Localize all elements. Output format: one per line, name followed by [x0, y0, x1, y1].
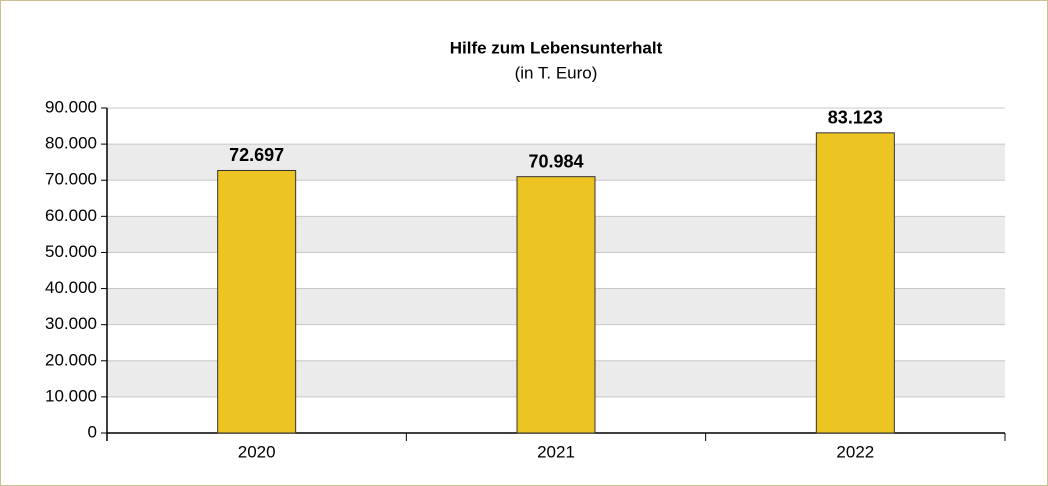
chart-title: Hilfe zum Lebensunterhalt — [450, 38, 663, 57]
y-tick-label: 60.000 — [45, 206, 97, 225]
y-tick-label: 90.000 — [45, 97, 97, 116]
bar — [516, 176, 596, 434]
y-tick-label: 10.000 — [45, 386, 97, 405]
y-tick-label: 30.000 — [45, 314, 97, 333]
x-tick-label: 2020 — [238, 442, 276, 461]
value-label: 83.123 — [828, 108, 883, 128]
y-tick-label: 50.000 — [45, 242, 97, 261]
bar — [815, 132, 895, 434]
bar — [217, 169, 297, 434]
chart-subtitle: (in T. Euro) — [515, 63, 598, 82]
y-tick-label: 80.000 — [45, 134, 97, 153]
x-tick-label: 2021 — [537, 442, 575, 461]
value-label: 72.697 — [229, 145, 284, 165]
value-label: 70.984 — [528, 151, 583, 171]
y-tick-label: 40.000 — [45, 278, 97, 297]
y-tick-label: 0 — [88, 422, 97, 441]
x-tick-label: 2022 — [836, 442, 874, 461]
y-tick-label: 70.000 — [45, 170, 97, 189]
y-tick-label: 20.000 — [45, 350, 97, 369]
